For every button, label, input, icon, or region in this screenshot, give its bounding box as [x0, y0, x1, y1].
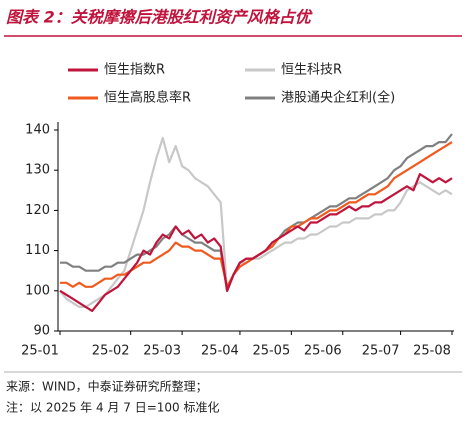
series-line [60, 141, 453, 288]
series-line [59, 173, 453, 312]
source: 来源：WIND，中泰证券研究所整理； [6, 379, 208, 394]
y-tick-label: 130 [25, 163, 50, 178]
y-tick-label: 140 [25, 123, 50, 138]
x-tick-label: 25-07 [362, 344, 400, 359]
series-line [59, 136, 453, 308]
y-tick-label: 100 [25, 283, 50, 298]
x-tick-label: 25-08 [413, 344, 451, 359]
x-tick-label: 25-02 [92, 344, 130, 359]
legend-label: 恒生科技R [281, 63, 342, 78]
x-tick-label: 25-04 [201, 344, 239, 359]
y-tick-label: 120 [25, 203, 50, 218]
legend-label: 港股通央企红利(全) [281, 90, 395, 106]
note: 注：以 2025 年 4 月 7 日=100 标准化 [6, 400, 219, 415]
x-tick-label: 25-06 [304, 344, 342, 359]
legend-label: 恒生高股息率R [104, 90, 191, 106]
y-tick-label: 110 [25, 243, 50, 258]
x-tick-label: 25-01 [21, 344, 59, 359]
x-tick-label: 25-05 [252, 344, 290, 359]
x-tick-label: 25-03 [143, 344, 181, 359]
y-tick-label: 90 [33, 324, 50, 339]
chart-title: 图表 2：关税摩擦后港股红利资产风格占优 [6, 8, 314, 27]
legend-label: 恒生指数R [104, 63, 165, 78]
series-line [60, 133, 453, 292]
